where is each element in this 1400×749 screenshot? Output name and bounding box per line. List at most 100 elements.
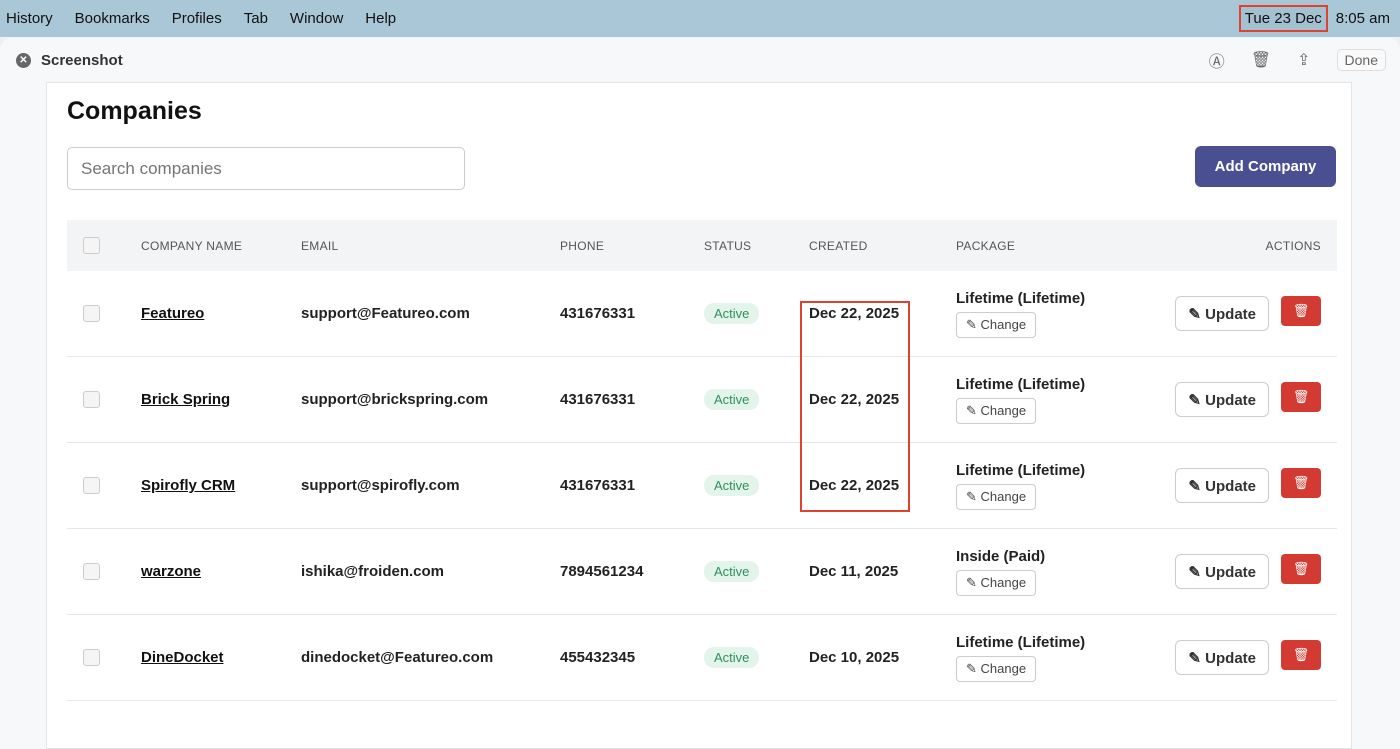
table-header: COMPANY NAME EMAIL PHONE STATUS CREATED … [67,220,1337,271]
created-date: Dec 22, 2025 [809,391,900,408]
change-label: Change [980,316,1027,332]
change-label: Change [980,488,1027,504]
edit-icon: ✎ [1188,649,1201,667]
done-button[interactable]: Done [1336,49,1386,71]
row-checkbox[interactable] [83,477,100,494]
update-label: Update [1205,563,1256,581]
created-date: Dec 11, 2025 [809,563,899,580]
change-package-button[interactable]: ✎ Change [956,483,1037,510]
edit-icon: ✎ [1188,391,1201,409]
row-checkbox[interactable] [83,305,100,322]
edit-icon: ✎ [1188,477,1201,495]
close-icon[interactable]: ✕ [16,53,31,68]
menubar: History Bookmarks Profiles Tab Window He… [0,0,1400,37]
pencil-icon: ✎ [966,574,977,590]
delete-button[interactable]: 🗑 [1281,296,1321,326]
delete-button[interactable]: 🗑 [1281,640,1321,670]
menu-tab[interactable]: Tab [243,10,268,27]
company-name-link[interactable]: Spirofly CRM [141,477,236,494]
update-label: Update [1205,305,1256,323]
company-name-link[interactable]: DineDocket [141,649,224,666]
phone: 455432345 [560,649,636,666]
update-label: Update [1205,477,1256,495]
update-button[interactable]: ✎ Update [1175,468,1269,503]
select-all-checkbox[interactable] [83,237,100,254]
menubar-date[interactable]: Tue 23 Dec [1238,5,1328,32]
highlight-box [800,301,910,512]
trash-icon: 🗑 [1292,303,1310,318]
trash-icon: 🗑 [1292,647,1310,662]
edit-icon: ✎ [1188,305,1201,323]
menu-bookmarks[interactable]: Bookmarks [74,10,150,27]
change-label: Change [980,660,1027,676]
company-name-link[interactable]: Brick Spring [141,391,231,408]
update-button[interactable]: ✎ Update [1175,296,1269,331]
trash-icon[interactable]: 🗑 [1250,52,1272,69]
table-row: DineDocket dinedocket@Featureo.com 45543… [67,615,1337,701]
trash-icon: 🗑 [1292,389,1310,404]
table-row: warzone ishika@froiden.com 7894561234 Ac… [67,529,1337,615]
header-package: PACKAGE [956,238,1016,253]
companies-page: Companies Add Company COMPANY NAME EMAIL… [46,82,1352,749]
company-name-link[interactable]: warzone [141,563,202,580]
screenshot-window: ✕ Screenshot Ⓐ 🗑 ⇪ Done Companies Add Com… [0,38,1400,749]
menu-history[interactable]: History [6,10,53,27]
update-button[interactable]: ✎ Update [1175,640,1269,675]
menubar-time[interactable]: 8:05 am [1335,10,1390,27]
created-date: Dec 22, 2025 [809,305,900,322]
add-company-button[interactable]: Add Company [1195,146,1336,187]
page-title: Companies [67,97,202,125]
email: support@Featureo.com [301,305,470,322]
update-button[interactable]: ✎ Update [1175,554,1269,589]
pencil-icon: ✎ [966,488,977,504]
status-badge: Active [704,647,760,668]
package-name: Inside (Paid) [956,547,1046,565]
phone: 431676331 [560,477,636,494]
trash-icon: 🗑 [1292,475,1310,490]
update-label: Update [1205,649,1256,667]
change-package-button[interactable]: ✎ Change [956,569,1037,596]
created-date: Dec 10, 2025 [809,649,900,666]
menu-help[interactable]: Help [365,10,397,27]
header-email: EMAIL [301,238,339,253]
package-name: Lifetime (Lifetime) [956,633,1086,651]
email: ishika@froiden.com [301,563,444,580]
table-row: Brick Spring support@brickspring.com 431… [67,357,1337,443]
change-package-button[interactable]: ✎ Change [956,397,1037,424]
package-name: Lifetime (Lifetime) [956,289,1086,307]
update-button[interactable]: ✎ Update [1175,382,1269,417]
status-badge: Active [704,561,760,582]
header-created: CREATED [809,238,868,253]
email: dinedocket@Featureo.com [301,649,494,666]
menu-profiles[interactable]: Profiles [171,10,222,27]
phone: 7894561234 [560,563,644,580]
delete-button[interactable]: 🗑 [1281,382,1321,412]
delete-button[interactable]: 🗑 [1281,468,1321,498]
search-input[interactable] [67,147,465,190]
header-actions: ACTIONS [1265,238,1321,253]
pencil-icon: ✎ [966,402,977,418]
package-name: Lifetime (Lifetime) [956,461,1086,479]
package-name: Lifetime (Lifetime) [956,375,1086,393]
company-name-link[interactable]: Featureo [141,305,205,322]
pencil-icon: ✎ [966,660,977,676]
status-badge: Active [704,303,760,324]
created-date: Dec 22, 2025 [809,477,900,494]
header-status: STATUS [704,238,752,253]
header-phone: PHONE [560,238,605,253]
change-package-button[interactable]: ✎ Change [956,311,1037,338]
row-checkbox[interactable] [83,563,100,580]
markup-icon[interactable]: Ⓐ [1208,54,1225,71]
update-label: Update [1205,391,1256,409]
change-label: Change [980,574,1027,590]
row-checkbox[interactable] [83,391,100,408]
share-icon[interactable]: ⇪ [1297,52,1311,69]
email: support@brickspring.com [301,391,489,408]
table-row: Spirofly CRM support@spirofly.com 431676… [67,443,1337,529]
pencil-icon: ✎ [966,316,977,332]
menu-window[interactable]: Window [289,10,344,27]
change-package-button[interactable]: ✎ Change [956,655,1037,682]
row-checkbox[interactable] [83,649,100,666]
phone: 431676331 [560,305,636,322]
delete-button[interactable]: 🗑 [1281,554,1321,584]
